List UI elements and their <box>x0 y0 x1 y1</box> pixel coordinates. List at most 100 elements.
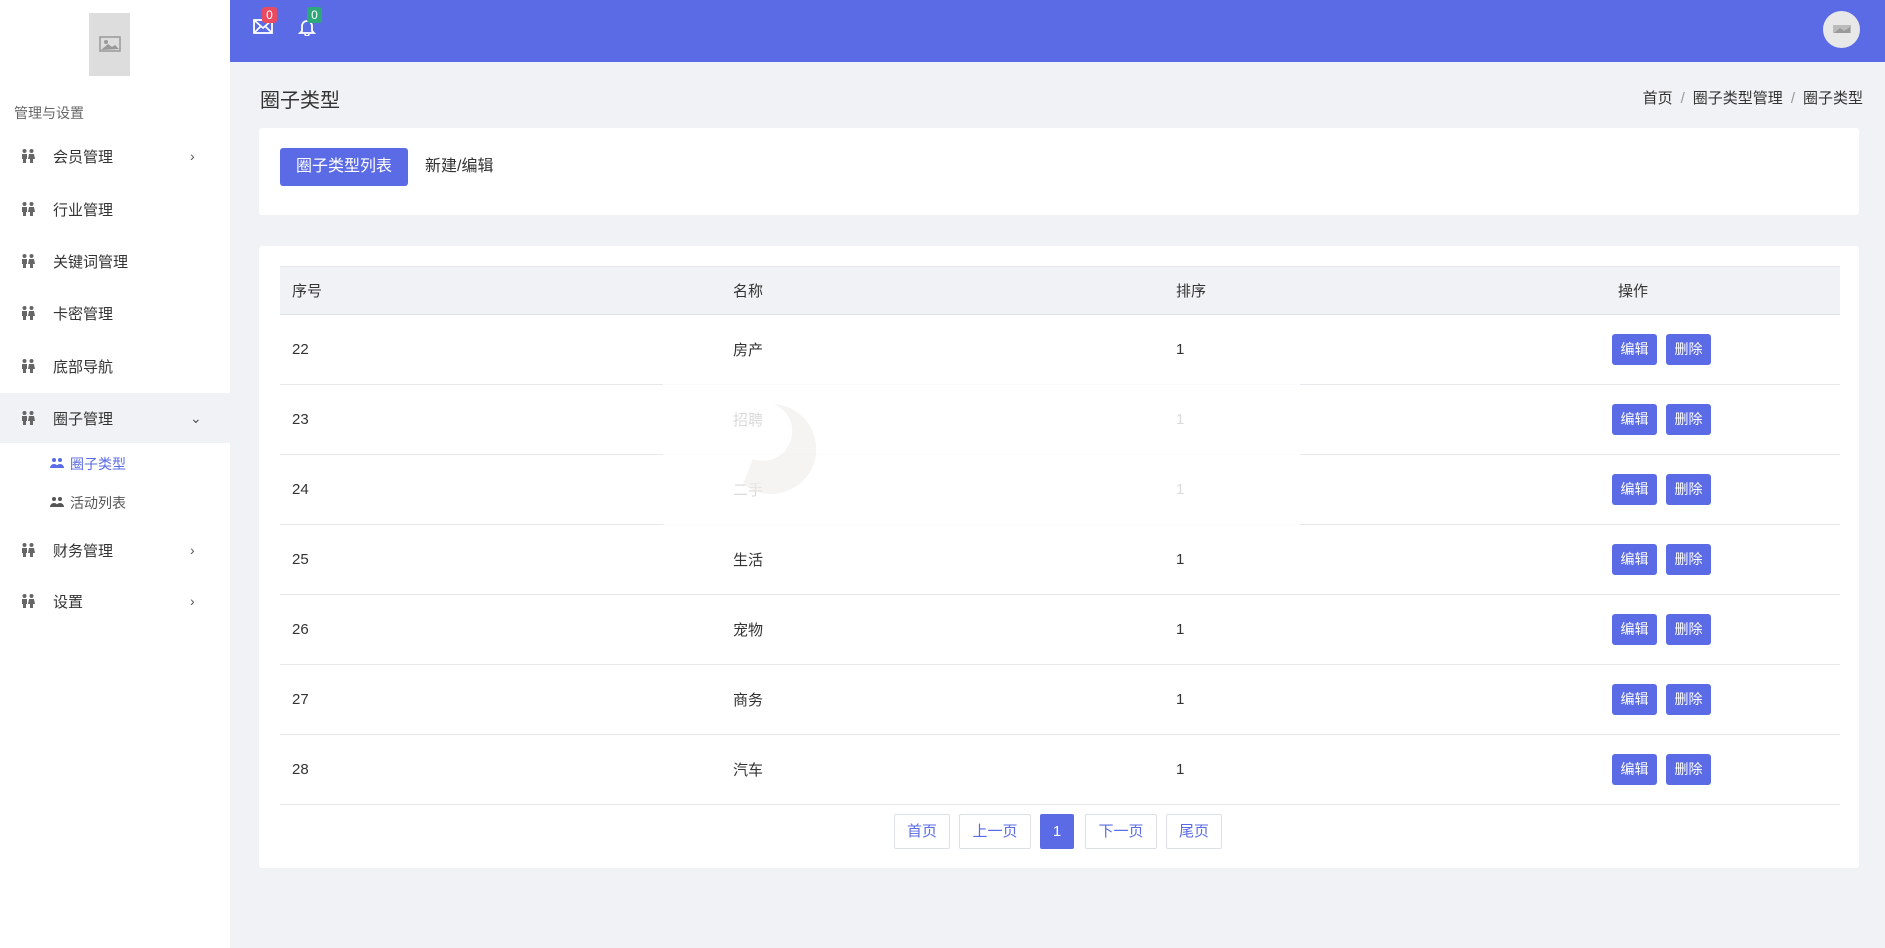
sidebar-item-label: 圈子管理 <box>53 410 114 428</box>
image-placeholder-icon <box>98 35 121 52</box>
pagination-last[interactable]: 尾页 <box>1166 814 1222 849</box>
sidebar-item-label: 设置 <box>53 593 84 611</box>
people-icon <box>21 306 35 324</box>
image-placeholder-icon <box>1832 24 1851 33</box>
breadcrumb: 首页 / 圈子类型管理 / 圈子类型 <box>1642 90 1863 107</box>
sidebar-item-label: 财务管理 <box>53 542 114 560</box>
table-row: 25 生活 1 编辑 删除 <box>280 524 1840 595</box>
tab-circle-type-list[interactable]: 圈子类型列表 <box>280 148 409 186</box>
sidebar-item-label: 行业管理 <box>53 201 114 219</box>
table-row: 28 汽车 1 编辑 删除 <box>280 734 1840 805</box>
chevron-right-icon: › <box>190 593 195 609</box>
cell-name: 房产 <box>721 314 1164 385</box>
sidebar-item[interactable]: 卡密管理 <box>0 288 230 338</box>
cell-actions: 编辑 删除 <box>1606 664 1840 735</box>
sidebar-item-label: 卡密管理 <box>53 305 114 323</box>
edit-button[interactable]: 编辑 <box>1612 544 1657 575</box>
page-title: 圈子类型 <box>260 90 340 112</box>
sidebar-item-label: 底部导航 <box>53 358 114 376</box>
cell-actions: 编辑 删除 <box>1606 454 1840 525</box>
table-row: 22 房产 1 编辑 删除 <box>280 314 1840 385</box>
cell-id: 25 <box>280 524 721 595</box>
people-icon <box>21 254 35 272</box>
mail-badge: 0 <box>262 7 277 23</box>
cell-id: 22 <box>280 314 721 385</box>
delete-button[interactable]: 删除 <box>1666 754 1711 785</box>
cell-id: 27 <box>280 664 721 735</box>
notification-button[interactable]: 0 <box>297 7 322 40</box>
sidebar-item[interactable]: 圈子管理 ⌄ <box>0 393 230 443</box>
cell-id: 24 <box>280 454 721 525</box>
table-row: 27 商务 1 编辑 删除 <box>280 664 1840 735</box>
breadcrumb-circle-type-management[interactable]: 圈子类型管理 <box>1692 90 1783 107</box>
tabs-card: 圈子类型列表 新建/编辑 <box>259 128 1859 215</box>
chevron-down-icon: ⌄ <box>190 409 202 426</box>
watermark-logo-icon <box>743 404 817 494</box>
edit-button[interactable]: 编辑 <box>1612 334 1657 365</box>
edit-button[interactable]: 编辑 <box>1612 684 1657 715</box>
group-icon <box>50 456 64 472</box>
sidebar-item[interactable]: 关键词管理 <box>0 236 230 286</box>
tab-create-edit[interactable]: 新建/编辑 <box>425 158 494 175</box>
delete-button[interactable]: 删除 <box>1666 684 1711 715</box>
cell-name: 宠物 <box>721 594 1164 665</box>
sidebar: 管理与设置 会员管理 › 行业管理 关键词管理 卡密管理 底部导航 圈子管理 ⌄ 财务管理 › 设置… <box>0 0 230 948</box>
delete-button[interactable]: 删除 <box>1666 334 1711 365</box>
cell-actions: 编辑 删除 <box>1606 314 1840 385</box>
edit-button[interactable]: 编辑 <box>1612 474 1657 505</box>
sidebar-section-title: 管理与设置 <box>14 105 84 121</box>
people-icon <box>21 543 35 561</box>
sidebar-item[interactable]: 会员管理 › <box>0 131 230 181</box>
cell-actions: 编辑 删除 <box>1606 734 1840 805</box>
sidebar-item-label: 关键词管理 <box>53 253 129 271</box>
cell-id: 28 <box>280 734 721 805</box>
people-icon <box>21 149 35 167</box>
chevron-right-icon: › <box>190 148 195 164</box>
pagination-current-page[interactable]: 1 <box>1040 814 1074 849</box>
cell-id: 23 <box>280 384 721 455</box>
cell-actions: 编辑 删除 <box>1606 594 1840 665</box>
group-icon <box>50 495 64 511</box>
delete-button[interactable]: 删除 <box>1666 474 1711 505</box>
user-avatar[interactable] <box>1823 11 1860 48</box>
cell-sort: 1 <box>1164 734 1606 805</box>
delete-button[interactable]: 删除 <box>1666 404 1711 435</box>
cell-name: 生活 <box>721 524 1164 595</box>
edit-button[interactable]: 编辑 <box>1612 754 1657 785</box>
sidebar-subitem[interactable]: 活动列表 <box>50 488 126 518</box>
column-header-actions: 操作 <box>1606 266 1840 315</box>
top-header: 0 0 <box>230 0 1885 62</box>
table-card: 序号 名称 排序 操作 22房产1编辑删除23招聘1编辑删除24二手1编辑删除2… <box>259 246 1859 868</box>
logo <box>89 13 130 76</box>
column-header-name: 名称 <box>721 266 1164 315</box>
cell-name: 汽车 <box>721 734 1164 805</box>
sidebar-item[interactable]: 底部导航 <box>0 341 230 391</box>
watermark <box>663 382 1300 526</box>
sidebar-subitem[interactable]: 圈子类型 <box>50 449 126 479</box>
breadcrumb-current: 圈子类型 <box>1802 90 1863 107</box>
people-icon <box>21 594 35 612</box>
notification-badge: 0 <box>307 7 322 23</box>
pagination-first[interactable]: 首页 <box>894 814 950 849</box>
people-icon <box>21 411 35 429</box>
sidebar-item-label: 会员管理 <box>53 148 114 166</box>
delete-button[interactable]: 删除 <box>1666 614 1711 645</box>
column-header-id: 序号 <box>280 266 721 315</box>
cell-actions: 编辑 删除 <box>1606 524 1840 595</box>
sidebar-subitem-label: 圈子类型 <box>70 456 126 472</box>
breadcrumb-home[interactable]: 首页 <box>1642 90 1673 107</box>
pagination-next[interactable]: 下一页 <box>1085 814 1157 849</box>
column-header-sort: 排序 <box>1164 266 1606 315</box>
pagination-prev[interactable]: 上一页 <box>959 814 1031 849</box>
cell-sort: 1 <box>1164 594 1606 665</box>
sidebar-item[interactable]: 设置 › <box>0 576 230 626</box>
cell-sort: 1 <box>1164 524 1606 595</box>
mail-button[interactable]: 0 <box>253 7 277 38</box>
cell-actions: 编辑 删除 <box>1606 384 1840 455</box>
edit-button[interactable]: 编辑 <box>1612 404 1657 435</box>
sidebar-item[interactable]: 行业管理 <box>0 184 230 234</box>
delete-button[interactable]: 删除 <box>1666 544 1711 575</box>
edit-button[interactable]: 编辑 <box>1612 614 1657 645</box>
sidebar-item[interactable]: 财务管理 › <box>0 525 230 575</box>
people-icon <box>21 359 35 377</box>
